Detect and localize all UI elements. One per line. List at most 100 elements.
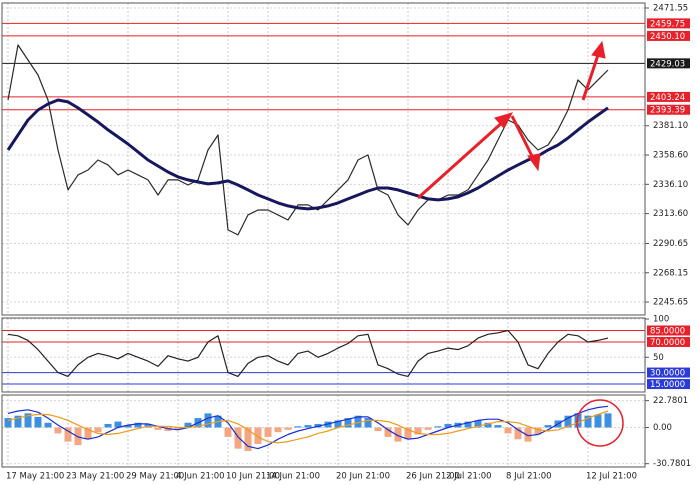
y-tick-label: 22.7801 [653,396,688,406]
level-label-box [647,18,690,29]
x-tick-label: 8 Jul 21:00 [506,472,552,482]
rsi-panel [1,317,646,393]
x-tick-label: 29 May 21:00 [126,472,184,482]
arrow [416,118,507,200]
y-tick-label: 2358.60 [653,151,688,161]
histogram-bar [424,427,432,430]
histogram-bar [224,427,232,437]
histogram-bar [584,415,592,428]
histogram-bar [464,421,472,428]
highlight-circle [576,399,624,447]
histogram-bar [404,427,412,440]
histogram-bar [204,413,212,428]
histogram-bar [184,422,192,428]
histogram-bar [524,427,532,442]
histogram-bar [514,427,522,440]
histogram-bar [504,427,512,434]
level-label: 30.0000 [650,369,685,379]
level-label-box [647,325,690,336]
histogram-bar [394,427,402,442]
histogram-bar [164,427,172,431]
arrow-head [494,112,514,129]
histogram-bar [294,426,302,428]
level-label: 2403.24 [650,93,685,103]
x-tick-label: 10 Jun 21:00 [226,472,280,482]
level-label: 2459.75 [650,19,685,29]
histogram-bar [64,427,72,442]
histogram-bar [534,427,542,435]
level-label: 85.0000 [650,326,685,336]
x-tick-label: 26 Jun 21:00 [406,472,460,482]
histogram-bar [384,427,392,437]
histogram-bar [114,421,122,428]
series-line [7,410,609,444]
x-tick-label: 2 Jul 21:00 [446,472,492,482]
level-label: 2393.39 [650,106,685,116]
histogram-bar [354,415,362,428]
histogram-bar [574,413,582,428]
histogram-bar [4,418,12,428]
macd-panel [1,394,646,468]
histogram-bar [84,427,92,440]
histogram-bar [254,427,262,444]
series-line [6,98,609,211]
level-label-box [647,58,690,69]
arrow [581,51,601,101]
level-label-box [647,91,690,102]
y-tick-label: -30.7801 [653,459,691,469]
annotations [416,40,624,447]
histogram-bar [494,425,502,428]
histogram-bar [484,422,492,428]
histogram-bar [134,422,142,428]
histogram-bar [24,413,32,428]
level-label-box [647,379,690,390]
histogram-bar [474,420,482,428]
histogram-bar [374,427,382,431]
arrow-head [527,153,541,172]
histogram-bar [264,427,272,437]
histogram-bar [434,426,442,428]
histogram-bar [344,418,352,428]
plot-layer: 2471.55 2381.10 2358.60 2336.10 2313.60 2290.… [2,3,691,482]
y-tick-label: 2381.10 [653,121,688,131]
level-label: 2450.10 [650,32,685,42]
histogram-bar [44,422,52,428]
histogram-bar [414,427,422,435]
histogram-bar [234,427,242,449]
y-tick-label: 2245.65 [653,298,688,308]
y-tick-label: 50 [653,353,664,363]
histogram-bar [124,425,132,428]
histogram-bar [324,421,332,428]
x-tick-label: 23 May 21:00 [66,472,124,482]
histogram-bar [14,415,22,428]
histogram-bar [544,425,552,428]
y-tick-label: 2290.65 [653,239,688,249]
level-label: 2429.03 [650,59,685,69]
level-label-box [647,30,690,41]
arrow [510,115,537,163]
histogram-bar [94,427,102,433]
level-label: 70.0000 [650,338,685,348]
histogram-bar [364,418,372,428]
series-line [7,329,609,377]
series-line [7,405,609,450]
price-panel [1,2,646,316]
x-tick-label: 14 Jun 21:00 [266,472,320,482]
y-tick-label: 2268.15 [653,268,688,278]
histogram-bar [334,420,342,428]
arrow-head [591,40,606,59]
x-tick-label: 20 Jun 21:00 [336,472,390,482]
x-tick-label: 17 May 21:00 [6,472,64,482]
level-label: 15.0000 [650,380,685,390]
histogram-bar [154,427,162,430]
level-label-box [647,104,690,115]
histogram-bar [604,413,612,428]
histogram-bar [274,427,282,433]
histogram-bar [284,427,292,430]
x-tick-label: 12 Jul 21:00 [586,472,637,482]
histogram-bar [564,415,572,428]
x-tick-label: 4 Jun 21:00 [176,472,225,482]
level-label-box [647,336,690,347]
